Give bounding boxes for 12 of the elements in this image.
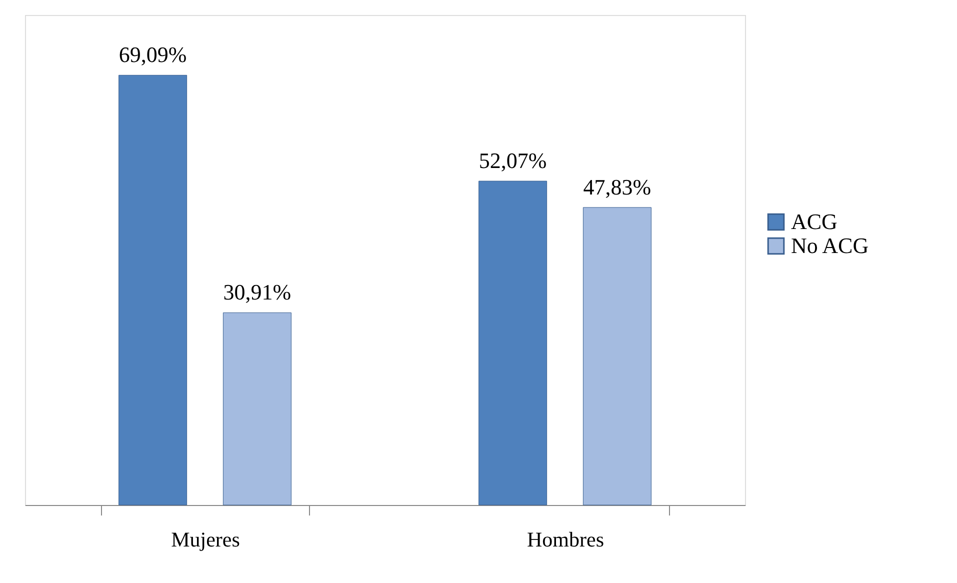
data-label: 30,91% — [223, 280, 292, 305]
bar — [582, 207, 652, 506]
data-label: 52,07% — [478, 148, 547, 174]
data-label: 69,09% — [118, 42, 187, 68]
data-label: 47,83% — [583, 174, 652, 200]
bar — [478, 180, 548, 506]
legend-label: No ACG — [791, 233, 869, 258]
bar — [118, 74, 188, 506]
x-tick-label: Hombres — [527, 528, 604, 552]
x-tick-label: Mujeres — [171, 528, 240, 552]
legend-label: ACG — [791, 209, 838, 234]
bar — [222, 312, 292, 506]
